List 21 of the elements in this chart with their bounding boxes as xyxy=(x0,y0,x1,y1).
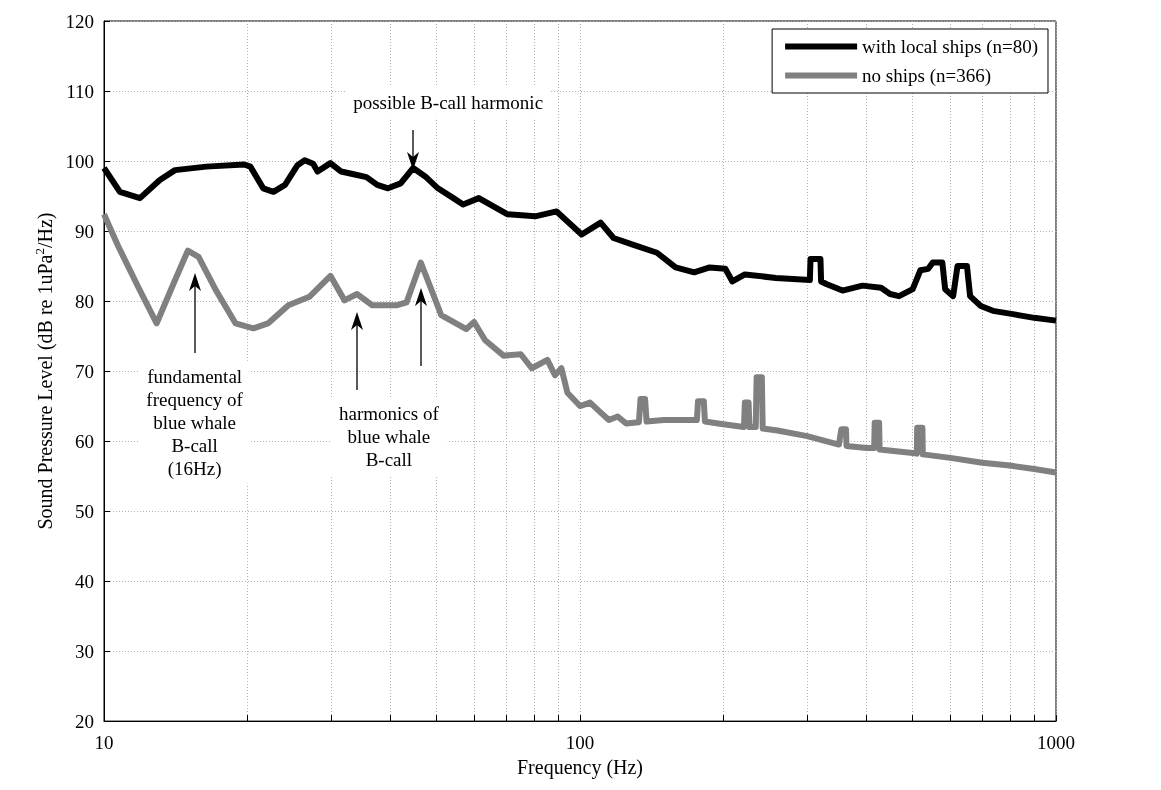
y-tick-label: 30 xyxy=(75,640,94,662)
y-tick-label: 60 xyxy=(75,430,94,452)
x-axis-title: Frequency (Hz) xyxy=(516,756,644,779)
annotation: possible B-call harmonic xyxy=(353,91,544,113)
x-tick-label: 100 xyxy=(565,732,595,754)
annotation: fundamental frequency of blue whale B-call (16Hz) xyxy=(146,365,244,480)
y-tick-label: 50 xyxy=(75,500,94,522)
legend-label: with local ships (n=80) xyxy=(862,36,1038,58)
x-tick-label: 1000 xyxy=(1037,732,1075,754)
y-tick-label: 20 xyxy=(75,710,94,732)
y-axis-title: Sound Pressure Level (dB re 1uPa2/Hz) xyxy=(32,212,57,530)
x-tick-label: 10 xyxy=(94,732,114,754)
y-tick-label: 100 xyxy=(65,150,94,172)
y-tick-label: 110 xyxy=(66,80,94,102)
y-tick-label: 90 xyxy=(75,220,94,242)
y-tick-label: 120 xyxy=(65,10,94,32)
legend-label: no ships (n=366) xyxy=(862,65,992,87)
annotation: harmonics of blue whale B-call xyxy=(339,403,440,471)
y-tick-label: 80 xyxy=(75,290,94,312)
y-tick-label: 40 xyxy=(75,570,94,592)
y-tick-label: 70 xyxy=(75,360,94,382)
